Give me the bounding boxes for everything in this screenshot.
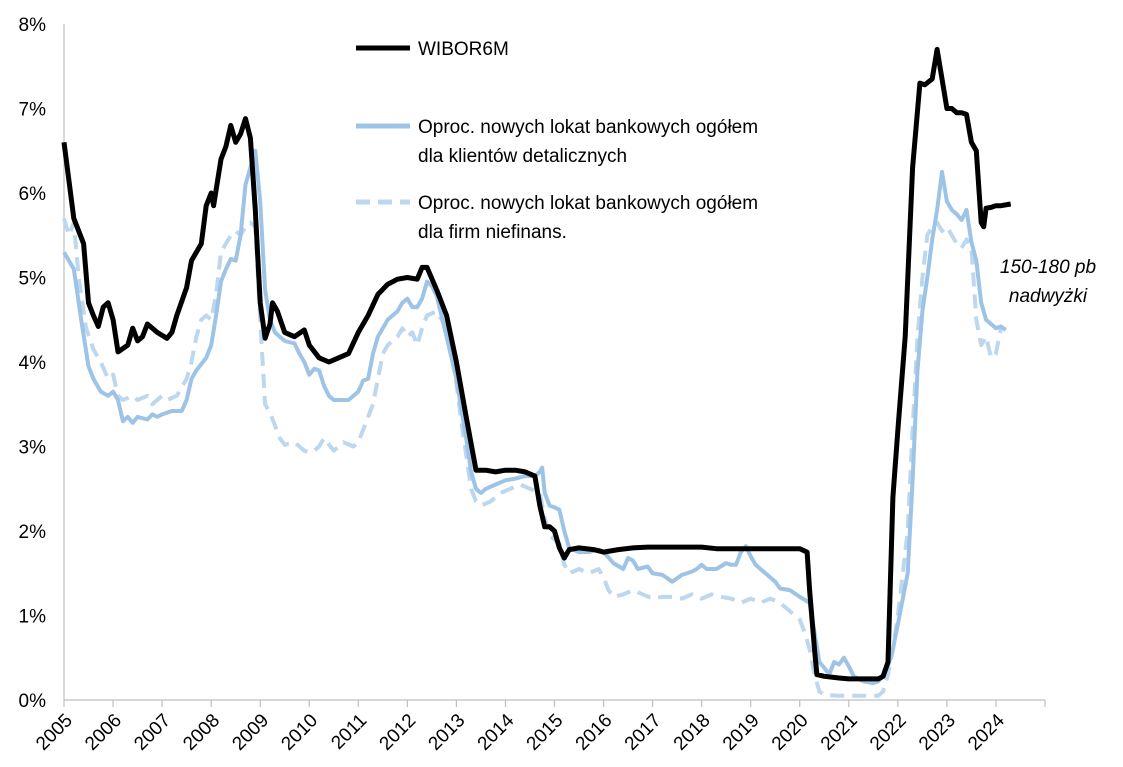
- series-line-firms: [62, 217, 1003, 698]
- x-tick-label: 2020: [768, 710, 813, 755]
- y-tick-label: 5%: [19, 269, 47, 290]
- x-tick-label: 2023: [915, 710, 960, 755]
- x-tick-label: 2013: [425, 710, 470, 755]
- x-tick-label: 2010: [277, 710, 322, 755]
- x-tick-label: 2007: [130, 710, 175, 755]
- x-tick-label: 2024: [964, 710, 1009, 755]
- legend-label-wibor: WIBOR6M: [418, 39, 509, 60]
- x-tick-label: 2016: [572, 710, 617, 755]
- x-tick-label: 2018: [670, 710, 715, 755]
- legend: WIBOR6M Oproc. nowych lokat bankowych og…: [356, 39, 758, 243]
- x-tick-label: 2017: [621, 710, 666, 755]
- x-tick-label: 2008: [179, 710, 224, 755]
- x-tick-label: 2006: [81, 710, 126, 755]
- legend-label-firms: Oproc. nowych lokat bankowych ogółem dla …: [418, 193, 758, 243]
- x-tick-label: 2019: [719, 710, 764, 755]
- y-tick-label: 6%: [19, 184, 47, 205]
- x-tick-label: 2021: [817, 710, 862, 755]
- x-tick-label: 2005: [32, 710, 77, 755]
- y-tick-label: 7%: [19, 100, 47, 121]
- y-tick-label: 2%: [19, 522, 47, 543]
- y-tick-label: 3%: [19, 438, 47, 459]
- x-tick-label: 2012: [376, 710, 421, 755]
- x-tick-label: 2022: [866, 710, 911, 755]
- x-tick-label: 2014: [474, 710, 519, 755]
- series-layer: [61, 46, 1012, 698]
- y-tick-label: 0%: [19, 691, 47, 712]
- series-line-wibor: [61, 46, 1012, 682]
- x-tick-label: 2009: [228, 710, 273, 755]
- y-tick-label: 8%: [19, 15, 47, 36]
- annotation: 150-180 pb nadwyżki: [1000, 257, 1096, 307]
- annotation-line-2: nadwyżki: [1009, 286, 1088, 307]
- legend-label-retail: Oproc. nowych lokat bankowych ogółem dla …: [418, 117, 758, 167]
- x-tick-label: 2011: [327, 710, 371, 754]
- x-axis: 2005 2006 2007 2008 2009 2010 2011 2012 2013 2014…: [32, 699, 1046, 755]
- y-tick-label: 1%: [19, 607, 47, 628]
- x-tick-label: 2015: [523, 710, 568, 755]
- y-axis: 0% 1% 2% 3% 4% 5% 6% 7% 8%: [19, 15, 65, 712]
- annotation-line-1: 150-180 pb: [1000, 257, 1096, 278]
- y-tick-label: 4%: [19, 353, 47, 374]
